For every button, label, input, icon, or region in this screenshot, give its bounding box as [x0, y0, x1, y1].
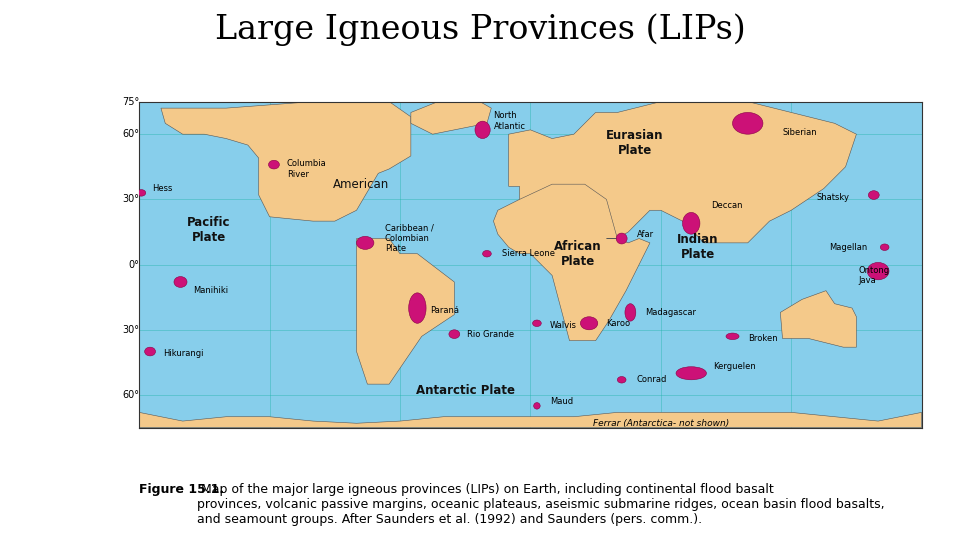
Text: Sierra Leone: Sierra Leone [502, 249, 555, 258]
Text: Paraná: Paraná [430, 306, 460, 315]
Ellipse shape [732, 112, 763, 134]
Text: Antarctic Plate: Antarctic Plate [416, 384, 515, 397]
Text: Rio Grande: Rio Grande [468, 329, 515, 339]
Ellipse shape [616, 233, 627, 244]
Text: Hess: Hess [153, 184, 173, 193]
Ellipse shape [683, 212, 700, 234]
Polygon shape [780, 291, 856, 347]
Polygon shape [356, 239, 454, 384]
Ellipse shape [137, 190, 146, 196]
Polygon shape [161, 102, 411, 221]
Ellipse shape [617, 376, 626, 383]
Text: Map of the major large igneous provinces (LIPs) on Earth, including continental : Map of the major large igneous provinces… [197, 483, 884, 526]
Ellipse shape [269, 160, 279, 169]
Polygon shape [493, 184, 650, 341]
Ellipse shape [533, 320, 541, 327]
Ellipse shape [449, 330, 460, 339]
Text: Shatsky: Shatsky [817, 193, 850, 202]
Text: Large Igneous Provinces (LIPs): Large Igneous Provinces (LIPs) [215, 14, 745, 46]
Ellipse shape [483, 251, 492, 257]
Text: Deccan: Deccan [710, 201, 742, 211]
Text: 75°: 75° [122, 97, 139, 106]
Ellipse shape [581, 317, 598, 330]
Ellipse shape [145, 347, 156, 356]
Text: 0°: 0° [129, 260, 139, 269]
Text: Ontong
Java: Ontong Java [858, 266, 890, 285]
Text: Magellan: Magellan [829, 242, 867, 252]
Ellipse shape [534, 403, 540, 409]
Text: American: American [333, 178, 389, 191]
Text: Kerguelen: Kerguelen [713, 362, 756, 371]
Text: Indian
Plate: Indian Plate [677, 233, 718, 261]
Ellipse shape [174, 276, 187, 287]
Text: 60°: 60° [122, 129, 139, 139]
Text: 30°: 30° [122, 325, 139, 335]
Text: Afar: Afar [636, 230, 654, 239]
Polygon shape [509, 102, 856, 254]
Text: Eurasian
Plate: Eurasian Plate [606, 129, 663, 157]
Text: Broken: Broken [748, 334, 778, 343]
Text: Columbia
River: Columbia River [287, 159, 326, 179]
Text: Karoo: Karoo [607, 319, 631, 328]
Ellipse shape [475, 121, 491, 139]
Text: Figure 15.1.: Figure 15.1. [139, 483, 225, 496]
Polygon shape [411, 99, 492, 134]
Ellipse shape [869, 191, 879, 199]
Ellipse shape [867, 262, 889, 280]
Ellipse shape [409, 293, 426, 323]
Text: Siberian: Siberian [782, 127, 817, 137]
Text: Walvis: Walvis [550, 321, 577, 330]
Text: Madagascar: Madagascar [645, 308, 697, 317]
Text: Conrad: Conrad [636, 375, 667, 384]
Text: North
Atlantic: North Atlantic [493, 111, 525, 131]
Text: Ferrar (Antarctica- not shown): Ferrar (Antarctica- not shown) [592, 418, 729, 428]
Text: Caribbean /
Colombian
Plate: Caribbean / Colombian Plate [385, 224, 434, 253]
Text: Hikurangi: Hikurangi [163, 349, 204, 358]
Ellipse shape [880, 244, 889, 251]
Text: Pacific
Plate: Pacific Plate [187, 216, 230, 244]
Text: 60°: 60° [122, 390, 139, 400]
Text: Maud: Maud [550, 397, 573, 406]
Text: African
Plate: African Plate [555, 240, 602, 268]
Polygon shape [139, 413, 922, 428]
Ellipse shape [356, 237, 373, 249]
Text: 30°: 30° [122, 194, 139, 205]
Ellipse shape [726, 333, 739, 340]
Ellipse shape [625, 303, 636, 321]
Ellipse shape [676, 367, 707, 380]
Text: Manihiki: Manihiki [194, 286, 228, 295]
